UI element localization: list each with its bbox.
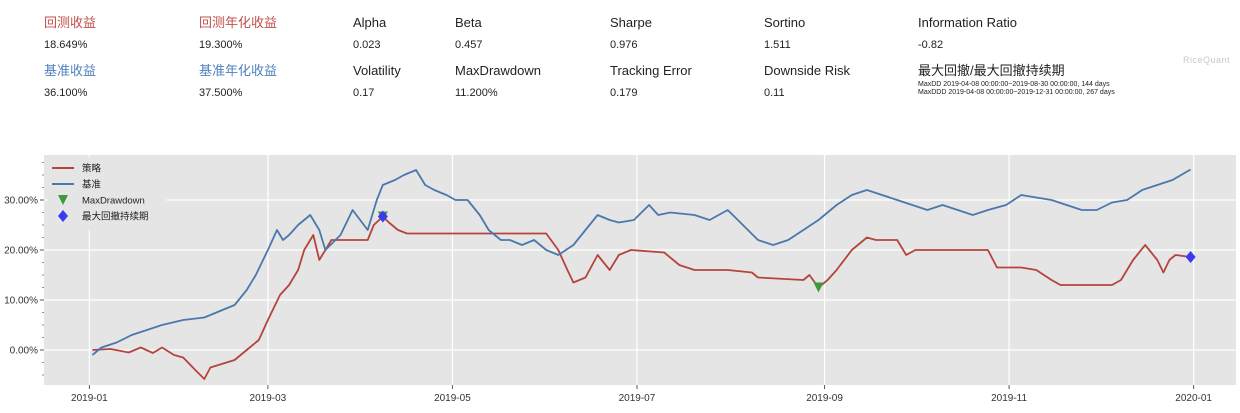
metric-max-drawdown: MaxDrawdown 11.200% (455, 63, 541, 100)
metric-label: 最大回撤/最大回撤持续期 (918, 63, 1065, 78)
legend-benchmark-label: 基准 (82, 179, 102, 191)
metric-value: 0.023 (353, 39, 381, 51)
y-tick-label: 30.00% (4, 196, 38, 207)
metric-label: Downside Risk (764, 63, 850, 78)
max-drawdown-marker (813, 282, 824, 293)
metric-value: 0.457 (455, 39, 483, 51)
metric-value: 0.976 (610, 39, 638, 51)
metric-sharpe: Sharpe 0.976 (610, 15, 652, 52)
metric-value: 18.649% (44, 39, 88, 51)
metric-value: 0.17 (353, 87, 375, 99)
metric-benchmark-annual-return: 基准年化收益 37.500% (199, 63, 277, 100)
metric-benchmark-return: 基准收益 36.100% (44, 63, 96, 100)
metric-label: Volatility (353, 63, 401, 78)
metric-value: 36.100% (44, 87, 88, 99)
metric-label: Sharpe (610, 15, 652, 30)
metric-label: MaxDrawdown (455, 63, 541, 78)
axis-layer: 2019-01 2019-03 2019-05 2019-07 2019-09 2019-… (4, 162, 1212, 404)
metric-value: 0.11 (764, 87, 785, 99)
legend-ddd-label: 最大回撤持续期 (82, 211, 149, 223)
metric-tracking-error: Tracking Error 0.179 (610, 63, 692, 100)
legend-box (47, 157, 167, 231)
metric-value: 0.179 (610, 87, 638, 99)
y-tick-label: 0.00% (10, 346, 38, 357)
legend-maxdrawdown-label: MaxDrawdown (82, 196, 145, 207)
metric-annual-return: 回测年化收益 19.300% (199, 15, 277, 52)
legend-maxdrawdown-swatch (58, 195, 68, 205)
legend-strategy-label: 策略 (82, 163, 102, 175)
x-tick-label: 2019-03 (250, 393, 287, 404)
metric-label: Information Ratio (918, 15, 1017, 30)
series-layer (91, 168, 1192, 380)
metric-label: Alpha (353, 15, 387, 30)
metric-drawdown-periods: 最大回撤/最大回撤持续期 MaxDD 2019-04-08 00:00:00~2… (918, 63, 1115, 97)
metric-value: 19.300% (199, 39, 243, 51)
max-drawdown-duration-marker (1185, 251, 1196, 263)
strategy-line (92, 215, 1191, 380)
maxdd-note: MaxDD 2019-04-08 00:00:00~2019-08-30 00:… (918, 81, 1110, 88)
x-tick-label: 2019-07 (619, 393, 656, 404)
metric-value: 1.511 (764, 39, 791, 51)
x-tick-label: 2019-11 (991, 393, 1027, 404)
metric-label: Beta (455, 15, 482, 30)
x-tick-label: 2019-01 (71, 393, 108, 404)
metric-label: 基准收益 (44, 63, 97, 78)
metric-sortino: Sortino 1.511 (764, 15, 805, 52)
metrics-panel: 回测收益 18.649% 回测年化收益 19.300% Alpha 0.023 … (0, 0, 1240, 110)
metric-label: 基准年化收益 (199, 63, 278, 78)
metric-label: 回测年化收益 (199, 15, 278, 30)
max-drawdown-duration-marker (377, 210, 388, 223)
metric-volatility: Volatility 0.17 (353, 63, 401, 100)
x-tick-label: 2019-05 (434, 393, 471, 404)
metric-total-return: 回测收益 18.649% (44, 15, 96, 52)
return-chart: 2019-01 2019-03 2019-05 2019-07 2019-09 2019-… (4, 155, 1236, 404)
marker-layer (377, 210, 1196, 293)
brand-logo: RiceQuant (1183, 55, 1231, 65)
metric-downside-risk: Downside Risk 0.11 (764, 63, 850, 100)
metric-value: 11.200% (455, 87, 498, 99)
y-tick-label: 10.00% (4, 296, 38, 307)
legend-ddd-swatch (58, 210, 68, 222)
y-tick-label: 20.00% (4, 246, 38, 257)
x-tick-label: 2019-09 (806, 393, 843, 404)
metric-value: -0.82 (918, 39, 944, 51)
maxddd-note: MaxDDD 2019-04-08 00:00:00~2019-12-31 00… (918, 89, 1115, 96)
metric-label: 回测收益 (44, 15, 97, 30)
metric-alpha: Alpha 0.023 (353, 15, 386, 52)
metric-information-ratio: Information Ratio -0.82 (918, 15, 1017, 52)
x-tick-label: 2020-01 (1175, 393, 1212, 404)
metric-label: Tracking Error (610, 63, 692, 78)
benchmark-line (91, 168, 1192, 356)
metric-value: 37.500% (199, 87, 243, 99)
metric-label: Sortino (764, 15, 806, 30)
metric-beta: Beta 0.457 (455, 15, 483, 52)
